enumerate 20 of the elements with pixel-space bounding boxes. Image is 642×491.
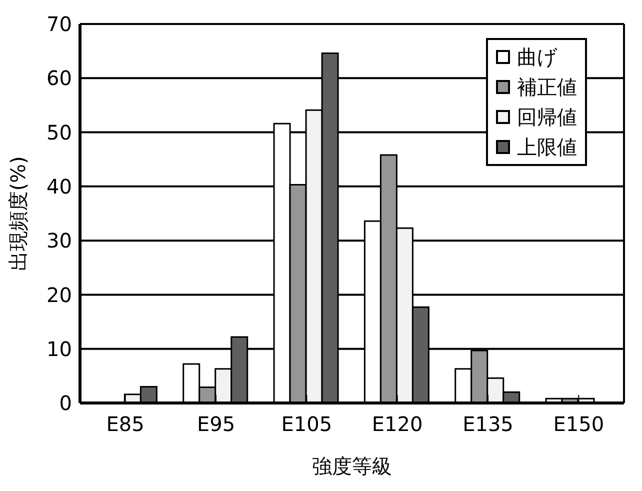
x-tick-label: E105 xyxy=(281,412,332,436)
y-tick-label: 20 xyxy=(46,282,72,307)
legend-label: 上限値 xyxy=(517,134,577,160)
legend-label: 補正値 xyxy=(517,74,577,100)
x-axis-title: 強度等級 xyxy=(312,454,392,478)
y-tick-label: 0 xyxy=(59,391,72,416)
y-tick-label: 30 xyxy=(46,228,72,253)
y-tick-label: 60 xyxy=(46,66,72,90)
x-tick-label: E150 xyxy=(553,412,604,436)
y-tick-label: 70 xyxy=(46,12,72,36)
y-axis-title: 出現頻度(%) xyxy=(6,156,30,271)
x-tick-label: E120 xyxy=(372,412,423,436)
y-tick-label: 50 xyxy=(46,120,72,144)
legend-label: 曲げ xyxy=(517,44,557,70)
y-tick-label: 10 xyxy=(46,336,72,361)
y-tick-label: 40 xyxy=(46,174,72,199)
legend-label: 回帰値 xyxy=(517,104,577,130)
x-tick-label: E135 xyxy=(462,412,514,436)
x-tick-label: E95 xyxy=(196,412,236,436)
x-tick-label: E85 xyxy=(106,412,144,436)
